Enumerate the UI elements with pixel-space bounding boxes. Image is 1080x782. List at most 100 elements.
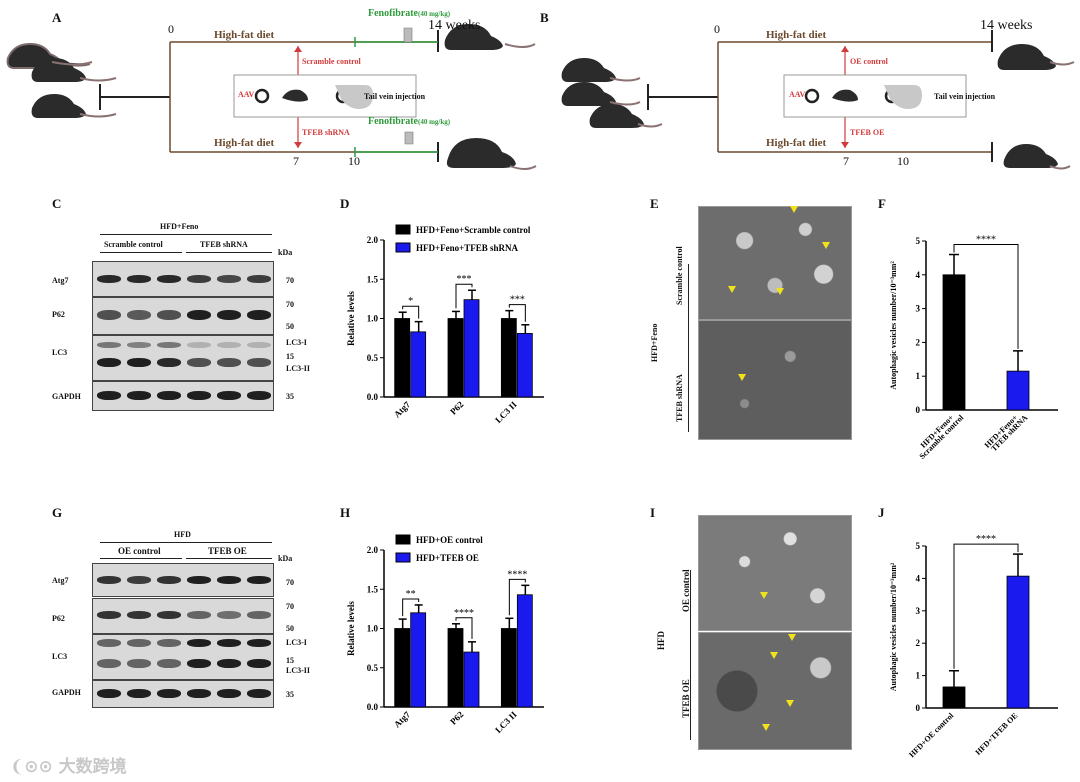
- em-image-shrna: [698, 320, 852, 440]
- western-blot-band: [97, 275, 121, 283]
- significance-bracket: [508, 578, 526, 616]
- significance-bracket: [402, 598, 420, 617]
- autophagic-vesicle-arrow: [728, 286, 736, 293]
- significance-bracket: [455, 283, 473, 309]
- x-tick-label: Atg7: [392, 709, 413, 730]
- panel-label-i: I: [650, 505, 656, 520]
- x-tick-label: HFD+TFEB OE: [974, 711, 1020, 757]
- y-tick-label: 2.0: [367, 545, 379, 555]
- scheme-b-t7: 7: [843, 154, 849, 168]
- bar: [447, 318, 464, 398]
- significance-marker: ****: [976, 534, 996, 545]
- western-blot-band: [97, 358, 121, 367]
- western-blot-band: [247, 391, 271, 400]
- western-blot-band: [97, 689, 121, 698]
- significance-marker: ***: [510, 295, 525, 306]
- x-tick-label: HFD+OE control: [907, 711, 956, 760]
- legend-swatch: [395, 552, 411, 563]
- bar: [516, 333, 533, 398]
- significance-bracket: [455, 617, 473, 639]
- scheme-a-t7: 7: [293, 154, 299, 168]
- panel-label-c: C: [52, 196, 62, 211]
- y-tick-label: 5: [916, 236, 921, 246]
- blot-g-marker: 35: [286, 690, 294, 699]
- scheme-a-t0: 0: [168, 22, 174, 36]
- western-blot-band: [127, 576, 151, 584]
- y-tick-label: 2: [916, 638, 921, 648]
- western-blot-band: [187, 689, 211, 698]
- blot-c-header: HFD+Feno: [160, 222, 199, 231]
- x-tick-label: P62: [448, 709, 466, 727]
- autophagic-vesicle-arrow: [776, 288, 784, 295]
- y-tick-label: 0.0: [367, 392, 379, 402]
- mouse-icon: [31, 58, 87, 82]
- y-tick-label: 4: [916, 573, 921, 583]
- significance-bracket: [402, 305, 420, 319]
- western-blot-band: [127, 639, 151, 647]
- blot-g-p62-gel: [92, 598, 274, 634]
- em-image-oe-control: [698, 515, 852, 631]
- bar: [942, 274, 966, 411]
- panel-label-a: A: [52, 10, 62, 25]
- western-blot-band: [157, 275, 181, 283]
- blot-c-p62-gel: [92, 297, 274, 335]
- western-blot-band: [217, 639, 241, 647]
- autophagic-vesicle-arrow: [788, 634, 796, 641]
- autophagic-vesicle-arrow: [770, 652, 778, 659]
- autophagic-vesicle-arrow: [786, 700, 794, 707]
- y-tick-label: 0.5: [367, 353, 379, 363]
- western-blot-band: [187, 275, 211, 283]
- western-blot-band: [247, 342, 271, 348]
- significance-marker: ***: [457, 274, 472, 285]
- blot-g-row-p62: P62: [52, 614, 65, 623]
- western-blot-band: [187, 310, 211, 320]
- western-blot-band: [247, 639, 271, 647]
- mouse-icon: [444, 24, 503, 50]
- blot-g-group1: OE control: [118, 546, 161, 556]
- em-image-scramble: [698, 206, 852, 320]
- bar: [516, 594, 533, 708]
- y-tick-label: 4: [916, 270, 921, 280]
- autophagic-vesicle-arrow: [760, 592, 768, 599]
- bar: [447, 628, 464, 708]
- y-tick-label: 3: [916, 304, 921, 314]
- y-tick-label: 5: [916, 541, 921, 551]
- scheme-a-aav: AAV: [238, 90, 255, 99]
- panel-label-f: F: [878, 196, 886, 211]
- western-blot-band: [247, 659, 271, 668]
- western-blot-band: [157, 358, 181, 367]
- panel-label-j: J: [878, 505, 885, 520]
- western-blot-band: [97, 611, 121, 619]
- scheme-a-diet-top: High-fat diet: [214, 29, 275, 41]
- scheme-a-scramble: Scramble control: [302, 57, 361, 66]
- western-blot-band: [187, 576, 211, 584]
- western-blot-band: [157, 611, 181, 619]
- scheme-b-diet-bottom: High-fat diet: [766, 137, 827, 149]
- scheme-a-diagram: [6, 24, 537, 170]
- bar: [394, 318, 411, 398]
- western-blot-band: [217, 611, 241, 619]
- scheme-b-aav: AAV: [789, 90, 806, 99]
- western-blot-band: [97, 639, 121, 647]
- mouse-icon: [561, 82, 616, 106]
- scheme-a-feno-bottom: Fenofibrate(40 mg/kg): [368, 116, 451, 127]
- x-tick-label: Atg7: [392, 399, 413, 420]
- scheme-a-t10: 10: [348, 154, 360, 168]
- y-axis-label: Autophagic vesicles number/10⁻³mm²: [889, 261, 898, 390]
- significance-bracket: [953, 244, 1019, 349]
- autophagic-vesicle-arrow: [738, 374, 746, 381]
- blot-c-marker: 70: [286, 300, 294, 309]
- western-blot-band: [247, 358, 271, 367]
- y-tick-label: 3: [916, 606, 921, 616]
- chart-j: 0 1 2 3 4 5 Autophagic vesicles number/10⁻³mm²…: [889, 534, 1058, 760]
- western-blot-band: [157, 310, 181, 320]
- legend-label: HFD+OE control: [416, 535, 483, 545]
- blot-c-marker: LC3-II: [286, 364, 311, 373]
- western-blot-band: [127, 689, 151, 698]
- scheme-a-tail: Tail vein injection: [364, 92, 426, 101]
- y-tick-label: 1: [916, 671, 921, 681]
- legend-swatch: [395, 224, 411, 235]
- x-tick-label: P62: [448, 399, 466, 417]
- blot-c-marker: LC3-I: [286, 338, 307, 347]
- mouse-icon: [561, 58, 616, 82]
